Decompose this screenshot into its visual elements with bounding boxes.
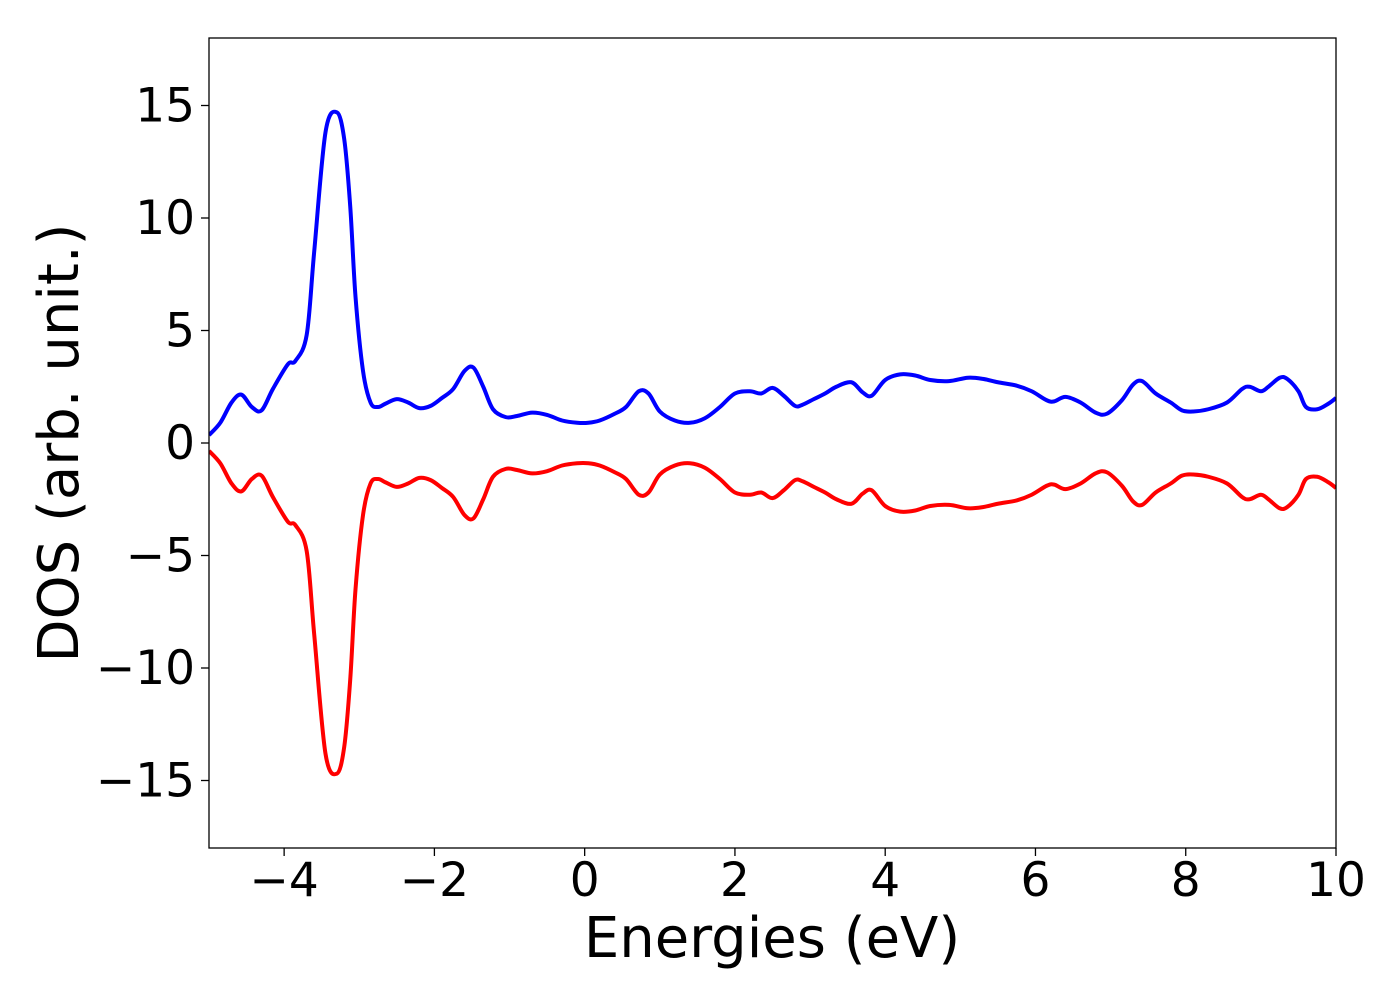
y-tick-label: −15	[96, 754, 195, 809]
y-tick-label: −10	[96, 641, 195, 696]
x-tick-label: −2	[400, 853, 469, 908]
x-tick-label: 10	[1306, 853, 1366, 908]
x-tick-label: 2	[720, 853, 750, 908]
x-tick-label: 0	[570, 853, 600, 908]
y-tick-label: −5	[126, 529, 195, 584]
series-layer	[209, 109, 1336, 777]
series-line-up	[209, 109, 1336, 437]
y-tick-label: 15	[135, 79, 195, 134]
y-axis-label: DOS (arb. unit.)	[27, 223, 92, 662]
x-axis: −4 −2 0 2 4 6 8 10	[249, 848, 1366, 908]
x-tick-label: 4	[870, 853, 900, 908]
x-axis-label: Energies (eV)	[584, 906, 960, 971]
y-tick-label: 5	[165, 304, 195, 359]
y-tick-label: 0	[165, 416, 195, 471]
plot-frame	[208, 37, 1337, 849]
x-tick-label: 8	[1171, 853, 1201, 908]
y-tick-label: 10	[135, 191, 195, 246]
x-tick-label: −4	[249, 853, 318, 908]
x-tick-label: 6	[1021, 853, 1051, 908]
series-line-down	[209, 449, 1336, 777]
y-axis: −15 −10 −5 0 5 10 15	[96, 79, 209, 809]
